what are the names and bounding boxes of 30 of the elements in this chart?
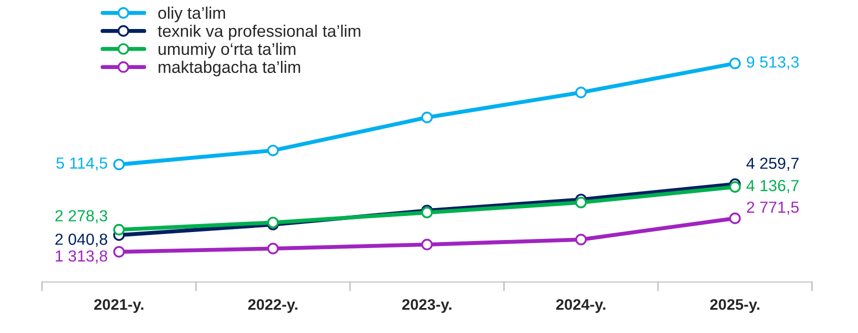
data-label: 5 114,5 [56,158,108,171]
legend-label: oliy ta’lim [158,6,225,22]
x-tick-label: 2022-y. [248,299,298,313]
point [113,158,125,170]
data-label: 2 278,3 [55,210,108,224]
data-label: 2 771,5 [746,202,799,215]
legend-label: umumiy o‘rta ta’lim [158,42,296,58]
data-label: 2 040,8 [55,234,108,247]
point [575,196,587,208]
x-tick-label: 2023-y. [402,299,452,313]
x-tick-label: 2024-y. [556,299,606,313]
point [113,224,125,236]
data-label: 1 313,8 [56,250,108,264]
point [575,234,587,246]
point [575,86,587,98]
x-tick-label: 2021-y. [94,299,144,313]
point [267,242,279,254]
point [421,112,433,124]
point [421,238,433,250]
point [729,58,741,70]
legend-label: maktabgacha ta’lim [158,60,300,76]
data-label: 9 513,3 [746,56,799,70]
point [267,144,279,156]
point [729,212,741,224]
data-label: 4 259,7 [746,158,799,171]
point [729,181,741,193]
x-tick-label: 2025-y. [710,299,760,313]
point [113,246,125,258]
legend-label: texnik va professional ta’lim [158,24,360,40]
data-label: 4 136,7 [746,180,799,194]
